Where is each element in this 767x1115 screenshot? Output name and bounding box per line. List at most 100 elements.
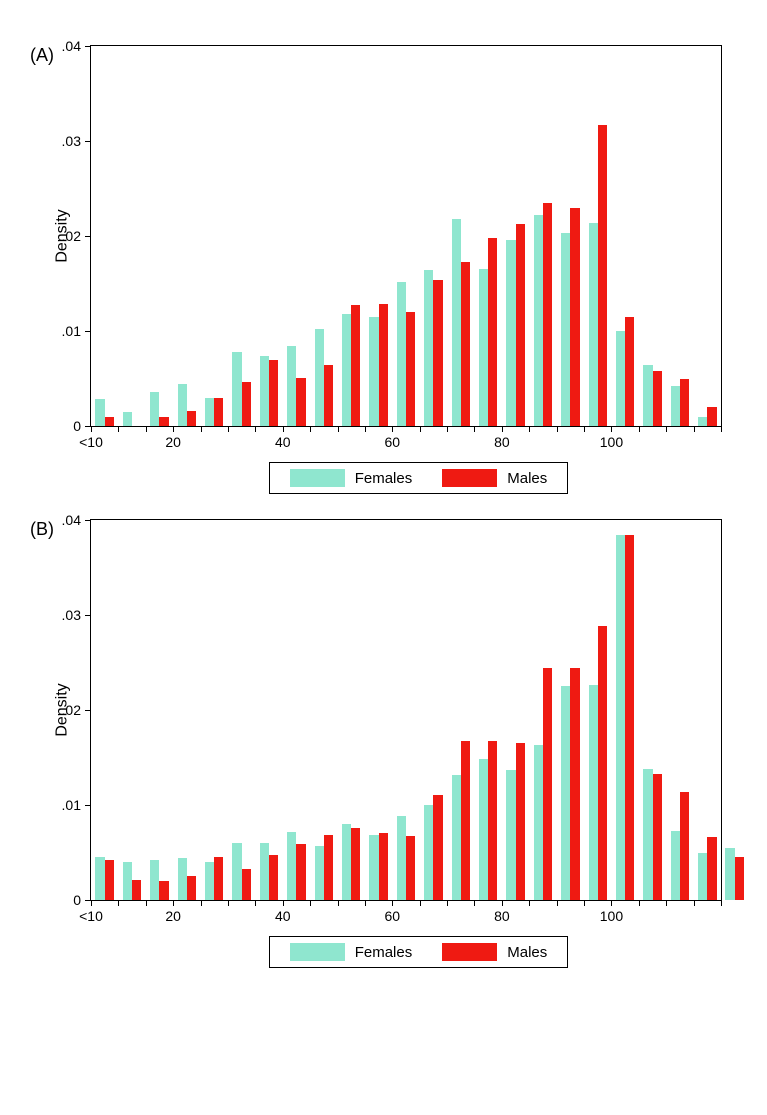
bar [296,844,305,900]
x-tick [91,426,92,432]
bar [342,314,351,426]
bar [159,417,168,426]
bar [397,816,406,900]
bar [369,317,378,426]
legend-item: Males [442,469,547,487]
x-tick-label: 100 [600,434,623,450]
bar [506,240,515,426]
bar [150,392,159,426]
bar [671,831,680,900]
bar [680,379,689,426]
x-tick-label: 20 [165,434,181,450]
bars-container [91,520,721,900]
x-tick-label: <10 [79,434,103,450]
x-tick-label: 60 [385,908,401,924]
bar [95,399,104,426]
bar [105,860,114,900]
bar [379,833,388,900]
y-tick-label: 0 [73,418,81,434]
y-tick-label: .03 [62,133,81,149]
bar [698,417,707,427]
x-tick [173,426,174,432]
bar [205,862,214,900]
legend-item: Females [290,943,413,961]
bar [187,411,196,426]
bar [479,269,488,426]
bar [269,855,278,900]
x-tick [502,900,503,906]
bar [296,378,305,426]
legend-label: Females [355,944,413,961]
bar [406,312,415,426]
bars-container [91,46,721,426]
bar [232,843,241,900]
x-tick [474,426,475,432]
bar [260,356,269,426]
bar [698,853,707,901]
x-tick [146,426,147,432]
bar [707,837,716,900]
x-tick [365,900,366,906]
bar [680,792,689,900]
y-tick-label: .03 [62,607,81,623]
x-tick-label: 40 [275,908,291,924]
bar [461,741,470,900]
bar [433,795,442,900]
bar [187,876,196,900]
x-tick [420,900,421,906]
legend-swatch [290,943,345,961]
x-tick [338,426,339,432]
bar [159,881,168,900]
bar [461,262,470,426]
x-tick [694,426,695,432]
bar [324,365,333,426]
x-tick-label: 100 [600,908,623,924]
bar [643,769,652,900]
legend-swatch [442,943,497,961]
x-tick [255,900,256,906]
x-tick [365,426,366,432]
x-tick [118,900,119,906]
bar [452,219,461,426]
bar [379,304,388,426]
x-tick [201,426,202,432]
x-tick [584,426,585,432]
bar [561,686,570,900]
bar [232,352,241,426]
x-tick [502,426,503,432]
legend-label: Males [507,944,547,961]
bar [735,857,744,900]
bar [561,233,570,426]
bar [214,857,223,900]
x-tick [283,426,284,432]
y-tick-label: .04 [62,38,81,54]
bar [707,407,716,426]
bar [287,832,296,900]
bar [653,774,662,900]
x-tick [639,426,640,432]
x-tick [310,900,311,906]
bar [625,317,634,426]
x-tick [639,900,640,906]
bar [589,685,598,900]
bar [406,836,415,900]
bar [534,215,543,426]
x-tick [228,426,229,432]
x-tick [146,900,147,906]
bar [589,223,598,426]
bar [598,626,607,900]
bar [178,384,187,426]
x-tick [283,900,284,906]
bar [516,224,525,426]
bar [452,775,461,900]
bar [570,668,579,900]
bar [671,386,680,426]
bar [369,835,378,900]
bar [397,282,406,426]
y-tick-label: .02 [62,702,81,718]
bar [269,360,278,427]
legend-swatch [290,469,345,487]
x-tick [529,426,530,432]
chart-wrapper: Density0.01.02.03.04<1020406080100Female… [90,519,747,968]
x-tick [201,900,202,906]
